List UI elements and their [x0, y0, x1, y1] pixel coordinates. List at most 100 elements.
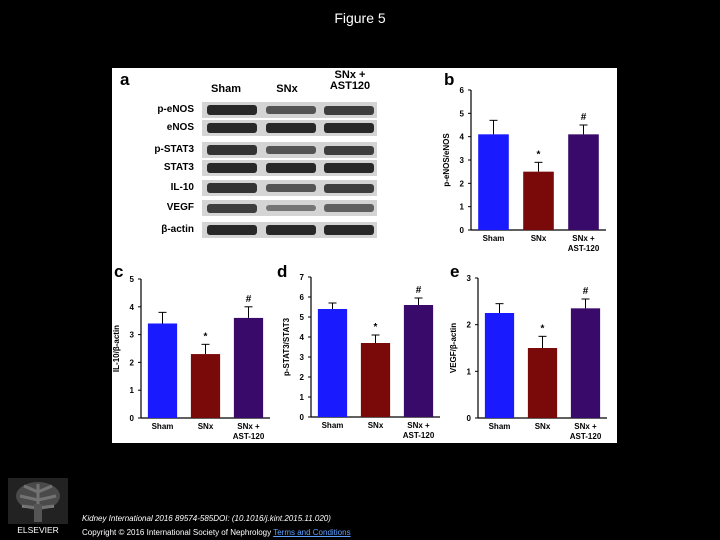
panel-e-ylabel: VEGF/β-actin	[449, 323, 458, 373]
blot-strip-6	[202, 222, 377, 238]
blot-strip-2	[202, 142, 377, 158]
panel-b-ytick-label: 6	[460, 86, 465, 95]
panel-d-ylabel: p-STAT3/STAT3	[282, 317, 291, 376]
blot-label-5: VEGF	[166, 202, 194, 213]
blot-band	[324, 163, 374, 173]
blot-band	[266, 146, 316, 154]
panel-a-letter: a	[120, 70, 130, 89]
panel-b-bar	[478, 134, 509, 230]
blot-label-2: p-STAT3	[154, 144, 194, 155]
blot-band	[266, 204, 316, 212]
panel-b-category-label: SNx	[531, 234, 547, 243]
blot-band	[207, 105, 257, 115]
panel-e-category-label-2: AST-120	[570, 432, 602, 441]
blot-band	[266, 225, 316, 235]
panel-b-category-label: SNx +	[572, 234, 595, 243]
panel-b-bar	[523, 171, 554, 230]
blot-band	[207, 145, 257, 155]
panel-b-category-label-2: AST-120	[568, 244, 600, 253]
panel-d-category-label: Sham	[322, 421, 344, 430]
panel-d-ytick-label: 3	[300, 353, 305, 362]
blot-band	[324, 105, 374, 115]
panel-b-ytick-label: 5	[460, 109, 465, 118]
blot-band	[324, 225, 374, 235]
panel-b-letter: b	[444, 70, 455, 89]
blot-strip-1	[202, 120, 377, 136]
panel-c-ytick-label: 0	[130, 414, 135, 423]
panel-d-ytick-label: 6	[300, 293, 305, 302]
panel-c-bar	[147, 323, 178, 418]
panel-c-ytick-label: 5	[130, 275, 135, 284]
panel-c-ytick-label: 1	[130, 386, 135, 395]
blot-band	[266, 123, 316, 133]
panel-e-ytick-label: 2	[467, 321, 472, 330]
panel-d-letter: d	[277, 262, 288, 281]
panel-d-bar	[360, 343, 391, 417]
panel-c-significance-mark: #	[246, 294, 252, 305]
panel-b-ytick-label: 1	[460, 203, 465, 212]
panel-d-ytick-label: 5	[300, 313, 305, 322]
panel-b-significance-mark: *	[537, 149, 541, 160]
panel-b-significance-mark: #	[581, 112, 587, 123]
panel-b-ylabel: p-eNOS/eNOS	[442, 133, 451, 187]
panel-c-letter: c	[114, 262, 124, 281]
panel-d-ytick-label: 4	[300, 333, 305, 342]
panel-e-category-label: Sham	[489, 422, 511, 431]
panel-e-bar	[527, 348, 558, 418]
blot-strip-0	[202, 102, 377, 118]
blot-band	[207, 123, 257, 133]
panel-e-letter: e	[450, 262, 460, 281]
panel-c-significance-mark: *	[204, 331, 208, 342]
panel-b-bar	[568, 134, 599, 230]
panel-d-significance-mark: *	[374, 322, 378, 333]
panel-e-ytick-label: 1	[467, 367, 472, 376]
lane-label-snx-ast120: SNx + AST120	[329, 69, 371, 92]
blot-band	[266, 184, 316, 192]
panel-c-category-label: SNx +	[237, 422, 260, 431]
blot-band	[266, 106, 316, 114]
panel-c-category-label: SNx	[198, 422, 214, 431]
panel-e-significance-mark: #	[583, 286, 589, 297]
blot-band	[207, 163, 257, 173]
panel-e-bar	[484, 313, 515, 418]
panel-c-category-label-2: AST-120	[233, 432, 265, 441]
panel-c-ytick-label: 4	[130, 303, 135, 312]
panel-b-category-label: Sham	[483, 234, 505, 243]
citation-line: Kidney International 2016 89574-585DOI: …	[82, 514, 331, 523]
panel-d-ytick-label: 1	[300, 393, 305, 402]
panel-d-category-label: SNx +	[407, 421, 430, 430]
panel-d-ytick-label: 2	[300, 373, 305, 382]
blot-band	[324, 183, 374, 193]
panel-d-bar	[317, 309, 348, 417]
blot-band	[324, 204, 374, 212]
slide-title: Figure 5	[334, 10, 386, 26]
panel-c-bar	[190, 354, 221, 418]
blot-label-0: p-eNOS	[157, 104, 194, 115]
lane-label-sham: Sham	[211, 83, 241, 95]
panel-c-ytick-label: 2	[130, 358, 135, 367]
panel-b-ytick-label: 4	[460, 133, 465, 142]
panel-d-category-label: SNx	[368, 421, 384, 430]
panel-e-bar	[570, 308, 601, 418]
panel-e-significance-mark: *	[541, 323, 545, 334]
panel-e-ytick-label: 3	[467, 274, 472, 283]
blot-strip-5	[202, 200, 377, 216]
copyright-text: Copyright © 2016 International Society o…	[82, 528, 274, 537]
panel-b-ytick-label: 0	[460, 226, 465, 235]
blot-band	[324, 145, 374, 155]
panel-b-ytick-label: 2	[460, 179, 465, 188]
blot-label-6: β-actin	[161, 224, 194, 235]
panel-d-significance-mark: #	[416, 285, 422, 296]
elsevier-logo: ELSEVIER	[8, 478, 68, 535]
terms-link[interactable]: Terms and Conditions	[273, 528, 351, 537]
panel-c-ylabel: IL-10/β-actin	[112, 325, 121, 372]
blot-label-4: IL-10	[170, 182, 194, 193]
blot-strip-4	[202, 180, 377, 196]
panel-b-ytick-label: 3	[460, 156, 465, 165]
panel-c-category-label: Sham	[152, 422, 174, 431]
blot-label-3: STAT3	[163, 162, 194, 173]
panel-e-category-label: SNx +	[574, 422, 597, 431]
panel-d-ytick-label: 7	[300, 273, 305, 282]
panel-c-bar	[233, 317, 264, 418]
